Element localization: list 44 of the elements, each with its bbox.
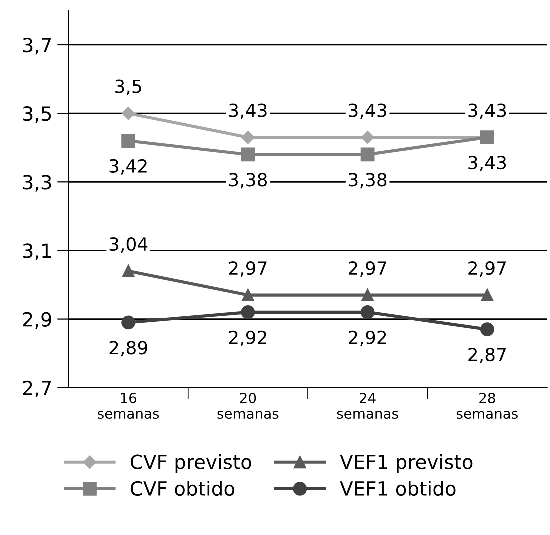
y-tick-label: 2,7 (23, 380, 52, 398)
data-label: 3,43 (349, 104, 386, 120)
data-label: 2,97 (229, 261, 267, 277)
y-tick-label: 3,1 (23, 244, 51, 260)
data-label: 2,97 (468, 261, 506, 277)
point (360, 148, 375, 162)
x-tick-label: 20 semanas (218, 392, 279, 420)
point (242, 289, 254, 302)
point (122, 316, 136, 330)
data-label: 3,43 (468, 104, 506, 120)
y-tick-label: 2,9 (23, 312, 52, 329)
x-tick-label: 16 semanas (98, 392, 160, 420)
point (480, 322, 494, 337)
data-label: 2,87 (468, 348, 506, 364)
y-tick-label: 3,7 (23, 38, 52, 55)
point (362, 289, 374, 302)
point (122, 106, 136, 120)
data-label: 3,43 (229, 104, 267, 120)
data-label: 3,43 (468, 156, 506, 172)
data-label: 3,04 (110, 237, 148, 253)
x-tick-label: 28 semanas (457, 392, 518, 420)
y-tick-label: 3,3 (23, 175, 52, 192)
data-label: 2,92 (349, 330, 386, 346)
point (241, 305, 256, 320)
point (122, 134, 136, 148)
point (361, 130, 374, 144)
legend-label: CVF obtido (130, 481, 235, 496)
data-label: 2,97 (349, 261, 386, 277)
y-tick-label: 3,5 (23, 106, 52, 124)
point (122, 265, 135, 278)
point (360, 305, 375, 320)
point (241, 148, 256, 162)
legend-label: CVF previsto (130, 454, 252, 474)
data-label: 3,5 (116, 80, 142, 96)
point (242, 130, 255, 144)
point (481, 289, 494, 302)
data-label: 2,92 (229, 330, 266, 346)
data-label: 2,89 (110, 341, 148, 357)
legend-label: VEF1 obtido (340, 481, 456, 496)
legend-label: VEF1 previsto (340, 454, 473, 474)
data-label: 3,38 (229, 173, 268, 189)
x-tick-label: 24 semanas (337, 392, 398, 420)
data-label: 3,42 (110, 159, 147, 175)
data-label: 3,38 (349, 173, 387, 189)
